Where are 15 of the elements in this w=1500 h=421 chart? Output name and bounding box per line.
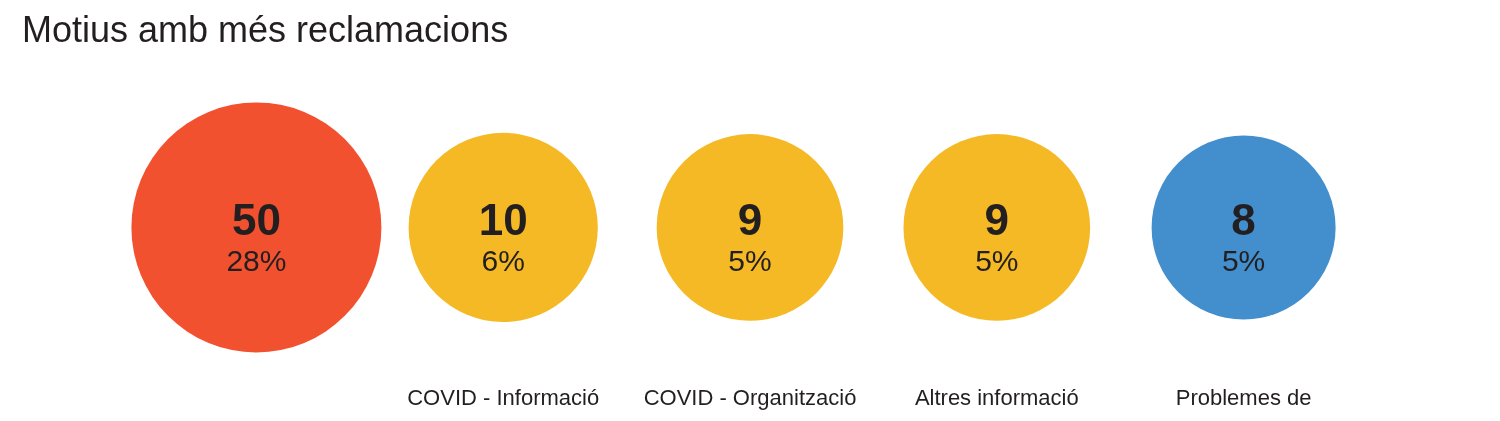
- category-label: COVID - Organització: [643, 385, 857, 410]
- data-label: 9: [984, 195, 1010, 245]
- data-label: 8: [1231, 195, 1256, 245]
- text: 5%: [975, 244, 1019, 278]
- category-label: Problemes de: [1175, 385, 1312, 410]
- data-label: 50: [231, 195, 281, 245]
- text: 28%: [226, 244, 287, 278]
- data-label: 9: [737, 195, 763, 245]
- text: 5%: [728, 244, 772, 278]
- category-label: Altres informació: [914, 385, 1079, 410]
- text: Motius amb més reclamacions: [22, 8, 510, 52]
- text: 5%: [1221, 244, 1266, 278]
- data-label: 10: [478, 195, 528, 245]
- text: 6%: [481, 244, 525, 278]
- category-label: COVID - Informació: [407, 385, 600, 410]
